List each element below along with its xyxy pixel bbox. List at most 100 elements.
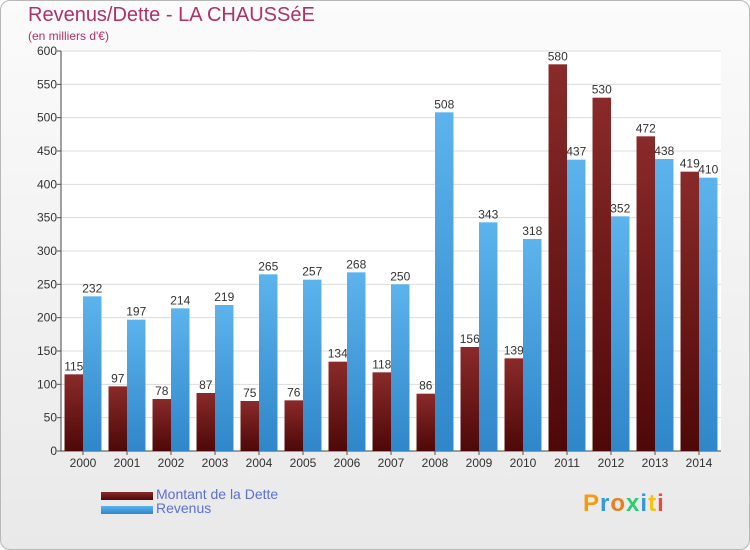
- data-label-revenus-2005: 257: [302, 265, 322, 279]
- logo-letter: i: [640, 490, 649, 517]
- data-label-revenus-2012: 352: [610, 201, 630, 215]
- logo-letter: P: [583, 490, 601, 517]
- bar-dette-2003: [196, 393, 215, 451]
- bar-dette-2014: [680, 171, 699, 451]
- chart-subtitle: (en milliers d'€): [28, 29, 109, 43]
- y-tick-label: 300: [37, 244, 57, 258]
- x-tick-label-2006: 2006: [334, 456, 361, 470]
- logo-letter: i: [657, 490, 665, 517]
- bar-dette-2012: [592, 97, 611, 452]
- data-label-dette-2000: 115: [64, 359, 83, 373]
- logo-letter: t: [648, 490, 658, 517]
- data-label-dette-2003: 87: [199, 378, 213, 392]
- bar-dette-2007: [372, 372, 391, 451]
- data-label-dette-2007: 118: [372, 357, 391, 371]
- x-tick-label-2014: 2014: [686, 456, 713, 470]
- bar-revenus-2013: [655, 159, 674, 451]
- x-tick-label-2003: 2003: [202, 456, 229, 470]
- data-label-dette-2004: 75: [243, 386, 257, 400]
- bar-dette-2005: [284, 400, 303, 451]
- x-tick-label-2011: 2011: [554, 456, 580, 470]
- y-tick-label: 50: [44, 411, 58, 425]
- y-tick-label: 100: [37, 377, 57, 391]
- x-tick-label-2010: 2010: [510, 456, 537, 470]
- logo-letter: x: [626, 490, 641, 517]
- data-label-revenus-2010: 318: [522, 224, 542, 238]
- data-label-revenus-2013: 438: [654, 144, 674, 158]
- chart-title: Revenus/Dette - LA CHAUSSéE: [28, 4, 315, 26]
- bar-dette-2000: [64, 374, 83, 451]
- data-label-dette-2011: 580: [548, 49, 568, 63]
- data-label-revenus-2009: 343: [478, 207, 498, 221]
- bar-dette-2008: [416, 393, 435, 451]
- bar-revenus-2006: [347, 272, 366, 451]
- y-tick-label: 250: [37, 277, 57, 291]
- data-label-dette-2012: 530: [592, 83, 612, 97]
- bar-dette-2013: [636, 136, 655, 452]
- y-tick-label: 450: [37, 144, 57, 158]
- x-tick-label-2004: 2004: [246, 456, 273, 470]
- bar-dette-2001: [108, 386, 127, 451]
- legend-swatch-dette: [101, 492, 153, 500]
- logo-letter: o: [610, 490, 627, 517]
- bar-revenus-2014: [699, 177, 718, 451]
- data-label-dette-2002: 78: [155, 384, 169, 398]
- bar-revenus-2011: [567, 159, 586, 451]
- bar-revenus-2001: [127, 319, 146, 451]
- y-tick-label: 200: [37, 311, 57, 325]
- data-label-dette-2014: 419: [680, 157, 700, 171]
- x-tick-label-2012: 2012: [598, 456, 625, 470]
- bar-revenus-2009: [479, 222, 498, 451]
- data-label-revenus-2008: 508: [434, 97, 454, 111]
- bar-revenus-2012: [611, 216, 630, 451]
- y-tick-label: 350: [37, 211, 57, 225]
- y-tick-label: 500: [37, 111, 57, 125]
- bar-revenus-2000: [83, 296, 102, 451]
- data-label-revenus-2001: 197: [126, 305, 146, 319]
- x-tick-label-2002: 2002: [158, 456, 185, 470]
- x-tick-label-2009: 2009: [466, 456, 493, 470]
- bar-dette-2011: [548, 64, 567, 452]
- bar-revenus-2004: [259, 274, 278, 451]
- x-tick-label-2013: 2013: [642, 456, 669, 470]
- x-tick-label-2001: 2001: [114, 456, 141, 470]
- bar-revenus-2008: [435, 112, 454, 451]
- y-tick-label: 0: [50, 444, 57, 458]
- y-tick-label: 150: [37, 344, 57, 358]
- data-label-dette-2010: 139: [504, 343, 524, 357]
- legend-swatch-revenus: [101, 506, 153, 514]
- bar-dette-2010: [504, 358, 523, 451]
- data-label-revenus-2000: 232: [82, 281, 102, 295]
- data-label-dette-2006: 134: [328, 347, 348, 361]
- bar-revenus-2005: [303, 279, 322, 451]
- data-label-dette-2009: 156: [460, 332, 480, 346]
- legend-label-revenus: Revenus: [156, 500, 212, 516]
- data-label-revenus-2006: 268: [346, 257, 366, 271]
- bar-dette-2002: [152, 399, 171, 451]
- bar-revenus-2002: [171, 308, 190, 451]
- x-tick-label-2000: 2000: [70, 456, 97, 470]
- bar-revenus-2003: [215, 305, 234, 451]
- y-tick-label: 400: [37, 177, 57, 191]
- bar-dette-2006: [328, 361, 347, 451]
- proxiti-logo: Proxiti: [583, 490, 665, 518]
- data-label-dette-2005: 76: [287, 385, 301, 399]
- data-label-revenus-2004: 265: [258, 259, 278, 273]
- data-label-revenus-2002: 214: [170, 293, 190, 307]
- data-label-dette-2008: 86: [419, 379, 433, 393]
- bar-dette-2004: [240, 401, 259, 451]
- data-label-dette-2013: 472: [636, 121, 656, 135]
- x-tick-label-2007: 2007: [378, 456, 405, 470]
- x-tick-label-2005: 2005: [290, 456, 317, 470]
- data-label-dette-2001: 97: [111, 371, 125, 385]
- y-tick-label: 600: [37, 44, 57, 58]
- data-label-revenus-2003: 219: [214, 290, 234, 304]
- logo-letter: r: [600, 490, 611, 517]
- bar-revenus-2010: [523, 239, 542, 451]
- data-label-revenus-2011: 437: [566, 145, 586, 159]
- data-label-revenus-2014: 410: [698, 163, 718, 177]
- bar-revenus-2007: [391, 284, 410, 451]
- data-label-revenus-2007: 250: [390, 269, 410, 283]
